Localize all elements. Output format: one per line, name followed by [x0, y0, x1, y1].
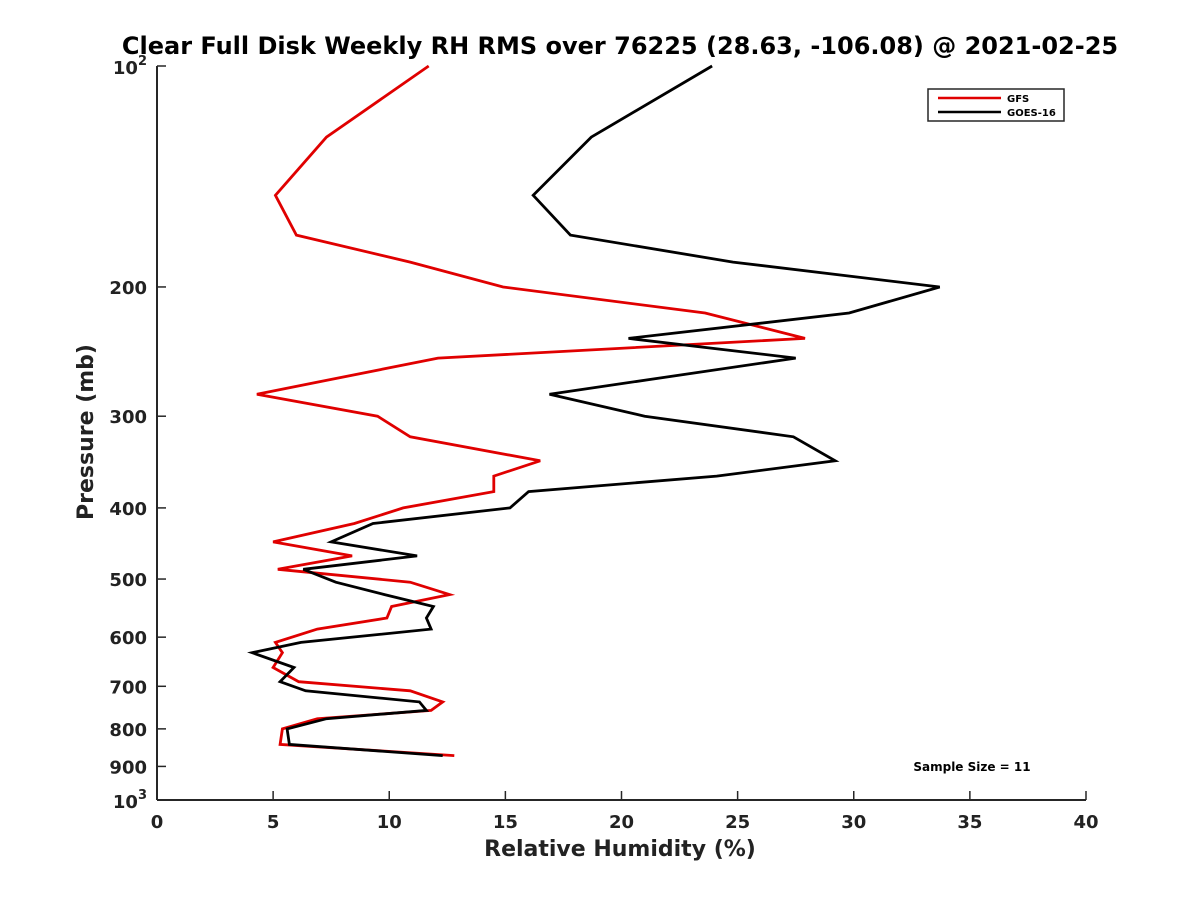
- y-tick-label: 600: [109, 628, 147, 649]
- x-tick-label: 30: [841, 812, 866, 833]
- legend: GFS GOES-16: [927, 88, 1065, 122]
- y-tick-label: 500: [109, 570, 147, 591]
- series-line-goes-16: [247, 64, 941, 757]
- x-tick-label: 40: [1073, 812, 1098, 833]
- chart-title: Clear Full Disk Weekly RH RMS over 76225…: [122, 32, 1118, 60]
- y-tick-label: 900: [109, 757, 147, 778]
- y-tick-label: 300: [109, 407, 147, 428]
- y-tick-label: 103: [113, 788, 147, 813]
- y-tick-label: 400: [109, 499, 147, 520]
- legend-label: GOES-16: [1007, 108, 1056, 119]
- x-axis-label: Relative Humidity (%): [484, 837, 756, 862]
- y-tick-label: 200: [109, 278, 147, 299]
- y-axis-ticks: 200 300 400 500 600 700 800 900 102 103: [109, 54, 166, 813]
- y-tick-label: 102: [113, 54, 147, 79]
- x-tick-label: 5: [267, 812, 280, 833]
- x-tick-label: 10: [377, 812, 402, 833]
- x-tick-label: 35: [957, 812, 982, 833]
- legend-box: [927, 88, 1065, 122]
- x-tick-label: 15: [493, 812, 518, 833]
- series-line-gfs: [256, 64, 806, 757]
- legend-label: GFS: [1007, 94, 1029, 105]
- y-axis-label: Pressure (mb): [74, 344, 99, 520]
- x-tick-label: 0: [151, 812, 164, 833]
- y-tick-label: 800: [109, 720, 147, 741]
- x-axis-ticks: 0 5 10 15 20 25 30 35 40: [151, 791, 1099, 833]
- series-layer: [247, 64, 941, 757]
- x-tick-label: 20: [609, 812, 634, 833]
- y-tick-label: 700: [109, 677, 147, 698]
- x-tick-label: 25: [725, 812, 750, 833]
- sample-size-annotation: Sample Size = 11: [913, 760, 1030, 774]
